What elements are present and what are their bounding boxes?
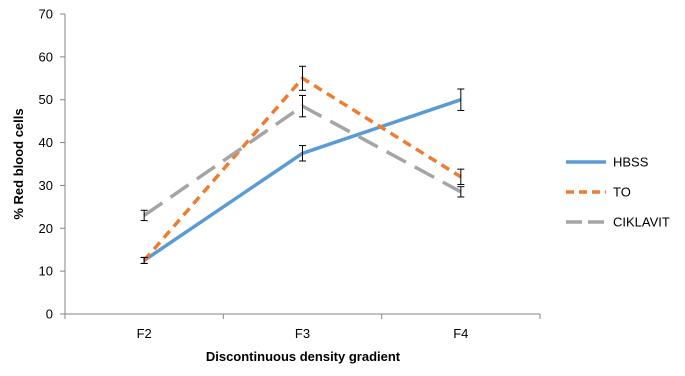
y-tick-label: 10 — [39, 264, 53, 279]
x-axis-title: Discontinuous density gradient — [206, 349, 401, 364]
legend-item-to: TO — [566, 185, 631, 200]
legend-item-ciklavit: CIKLAVIT — [566, 215, 670, 230]
x-tick-label: F4 — [453, 326, 468, 341]
y-tick-label: 40 — [39, 135, 53, 150]
y-tick-label: 60 — [39, 49, 53, 64]
y-ticks: 0 10 20 30 40 50 60 70 — [39, 7, 65, 322]
y-tick-label: 70 — [39, 7, 53, 22]
legend-label: HBSS — [613, 155, 649, 170]
x-ticks: F2 F3 F4 — [65, 314, 540, 341]
legend: HBSS TO CIKLAVIT — [566, 155, 670, 230]
error-bars — [141, 66, 465, 263]
legend-label: CIKLAVIT — [613, 215, 670, 230]
y-tick-label: 30 — [39, 178, 53, 193]
y-tick-label: 0 — [46, 307, 53, 322]
x-tick-label: F2 — [137, 326, 152, 341]
legend-item-hbss: HBSS — [566, 155, 649, 170]
y-tick-label: 50 — [39, 92, 53, 107]
series-line-hbss — [144, 100, 461, 261]
y-axis-title: % Red blood cells — [11, 108, 26, 219]
axes — [65, 14, 540, 314]
y-tick-label: 20 — [39, 221, 53, 236]
x-tick-label: F3 — [295, 326, 310, 341]
legend-label: TO — [613, 185, 631, 200]
